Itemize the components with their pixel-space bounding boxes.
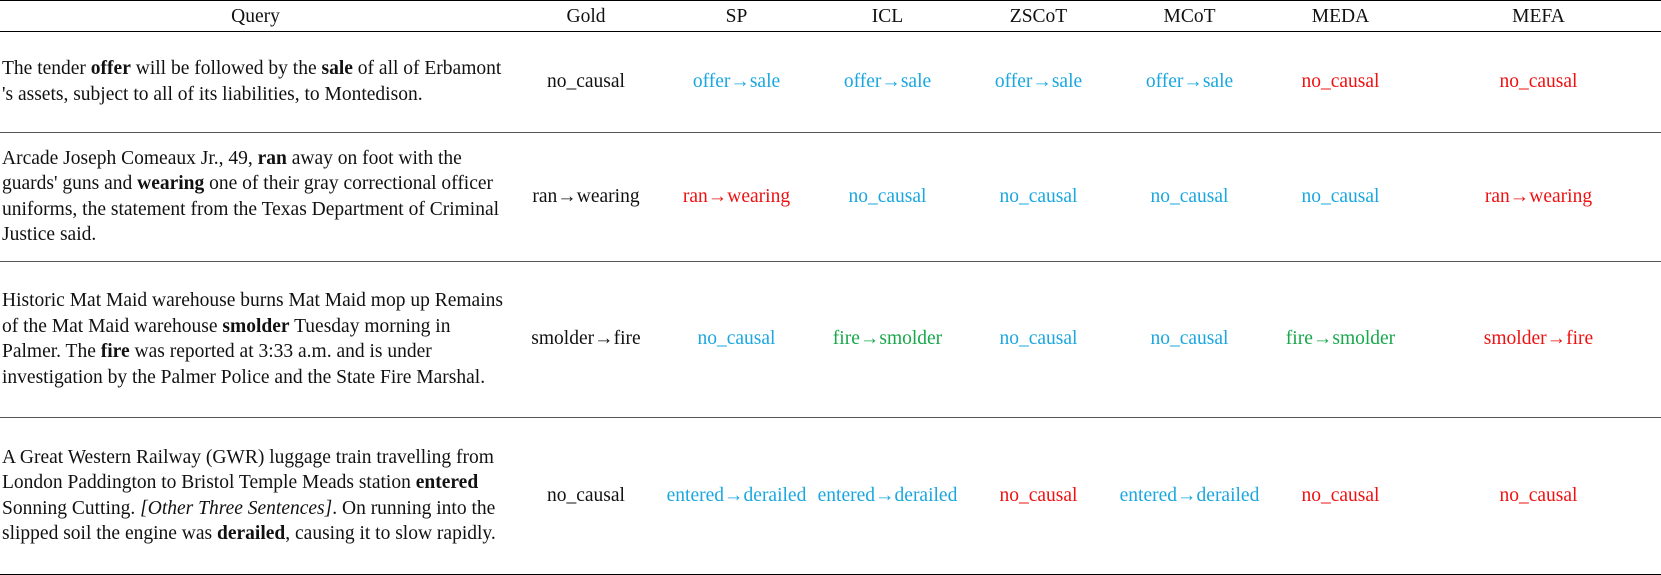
query-text-segment: Historic Mat Maid warehouse burns Mat Ma… bbox=[2, 290, 503, 337]
meda-cell: no_causal bbox=[1301, 70, 1380, 92]
query-event-mention: smolder bbox=[222, 315, 290, 337]
col-header-zscot: ZSCoT bbox=[963, 0, 1114, 32]
zscot-cell: no_causal bbox=[999, 328, 1078, 350]
query-event-mention: derailed bbox=[217, 523, 286, 544]
header-row: Query Gold SP ICL ZSCoT MCoT MEDA MEFA bbox=[0, 0, 1661, 32]
query-text-segment: Tuesday morning in Palmer. The bbox=[2, 315, 451, 363]
query-text-segment: of all of Erbamont 's assets, subject to… bbox=[2, 58, 502, 105]
mefa-cell: no_causal bbox=[1499, 484, 1578, 506]
zscot-cell: offer→sale bbox=[994, 70, 1083, 92]
query-text-segment: A Great Western Railway (GWR) luggage tr… bbox=[2, 446, 494, 494]
query-event-mention: wearing bbox=[137, 173, 205, 194]
zscot-cell: no_causal bbox=[999, 185, 1078, 207]
col-header-gold: Gold bbox=[511, 0, 661, 32]
col-header-icl: ICL bbox=[812, 0, 963, 32]
meda-cell: fire→smolder bbox=[1285, 328, 1396, 350]
col-header-mcot: MCoT bbox=[1114, 0, 1265, 32]
col-header-mefa: MEFA bbox=[1416, 0, 1661, 32]
mcot-cell: no_causal bbox=[1150, 328, 1229, 350]
query-event-mention: entered bbox=[415, 472, 479, 493]
meda-cell: no_causal bbox=[1301, 484, 1380, 506]
query-cell: Historic Mat Maid warehouse burns Mat Ma… bbox=[0, 261, 511, 417]
meda-cell: no_causal bbox=[1301, 185, 1380, 207]
query-event-mention: sale bbox=[321, 58, 353, 79]
sp-cell: entered→derailed bbox=[666, 484, 807, 506]
table-row: A Great Western Railway (GWR) luggage tr… bbox=[0, 417, 1661, 574]
query-text-segment: away on foot with the guards' guns and bbox=[2, 147, 462, 195]
query-omitted-note: [Other Three Sentences] bbox=[140, 497, 333, 519]
query-text-segment: Arcade Joseph Comeaux Jr., 49, bbox=[2, 147, 258, 169]
icl-cell: offer→sale bbox=[843, 70, 932, 92]
query-text-segment: The tender bbox=[2, 58, 91, 79]
sp-cell: ran→wearing bbox=[682, 185, 791, 207]
icl-cell: entered→derailed bbox=[817, 484, 958, 506]
table-row: Historic Mat Maid warehouse burns Mat Ma… bbox=[0, 261, 1661, 417]
mefa-cell: no_causal bbox=[1499, 70, 1578, 92]
table-row: Arcade Joseph Comeaux Jr., 49, ran away … bbox=[0, 132, 1661, 261]
mefa-cell: ran→wearing bbox=[1484, 185, 1593, 207]
table-body: The tender offer will be followed by the… bbox=[0, 31, 1661, 574]
gold-cell: no_causal bbox=[547, 484, 625, 506]
mefa-cell: smolder→fire bbox=[1483, 328, 1594, 350]
gold-cell: no_causal bbox=[547, 70, 625, 92]
query-text-segment: one of their gray correctional officer u… bbox=[2, 173, 500, 245]
query-cell: The tender offer will be followed by the… bbox=[0, 31, 511, 132]
mcot-cell: no_causal bbox=[1150, 185, 1229, 207]
sp-cell: offer→sale bbox=[692, 70, 781, 92]
icl-cell: fire→smolder bbox=[832, 328, 943, 350]
query-text-segment: will be followed by the bbox=[130, 58, 322, 79]
col-header-meda: MEDA bbox=[1265, 0, 1416, 32]
icl-cell: no_causal bbox=[848, 185, 927, 207]
col-header-sp: SP bbox=[661, 0, 812, 32]
query-text-segment: , causing it to slow rapidly. bbox=[285, 523, 496, 544]
mcot-cell: offer→sale bbox=[1145, 70, 1234, 92]
query-event-mention: ran bbox=[257, 147, 287, 169]
query-event-mention: fire bbox=[100, 341, 130, 362]
query-text-segment: was reported at 3:33 a.m. and is under i… bbox=[2, 341, 486, 388]
query-cell: Arcade Joseph Comeaux Jr., 49, ran away … bbox=[0, 132, 511, 261]
query-text-segment: Sonning Cutting. bbox=[2, 497, 141, 519]
zscot-cell: no_causal bbox=[999, 484, 1078, 506]
col-header-query: Query bbox=[0, 0, 511, 32]
gold-cell: ran→wearing bbox=[532, 185, 640, 207]
gold-cell: smolder→fire bbox=[531, 328, 641, 350]
mcot-cell: entered→derailed bbox=[1119, 484, 1260, 506]
query-cell: A Great Western Railway (GWR) luggage tr… bbox=[0, 417, 511, 574]
sp-cell: no_causal bbox=[697, 328, 776, 350]
table-row: The tender offer will be followed by the… bbox=[0, 31, 1661, 132]
query-event-mention: offer bbox=[90, 58, 131, 79]
